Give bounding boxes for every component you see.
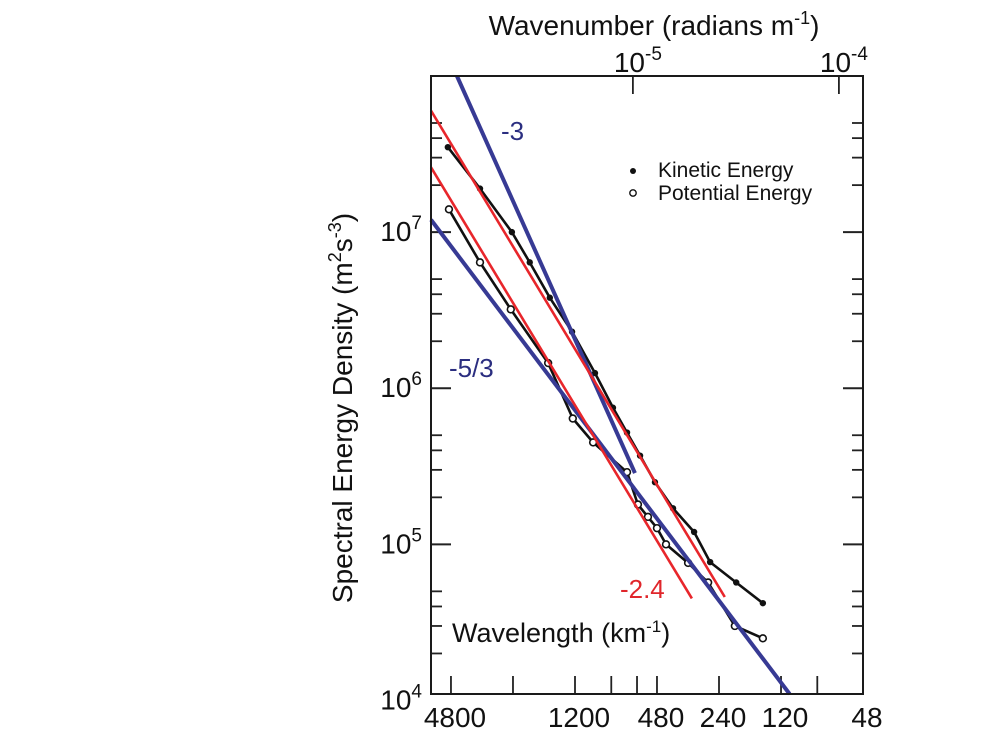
x-axis-title-sup: -1	[646, 617, 661, 636]
data-point-kinetic-energy	[444, 143, 452, 151]
top-tick-label: 10-4	[820, 44, 868, 78]
slope-annotation: -3	[501, 116, 524, 146]
data-point-kinetic-energy	[526, 259, 533, 266]
y-tick-label-base: 10	[380, 684, 411, 715]
x-axis-title-tail: )	[661, 618, 670, 648]
y-tick-label-base: 10	[380, 216, 411, 247]
top-tick-label-exp: -5	[645, 44, 662, 65]
y-tick-label-exp: 6	[411, 369, 422, 390]
axis-ticks	[431, 76, 863, 694]
y-axis-title-mid: s	[327, 238, 358, 252]
data-point-potential-energy	[506, 305, 515, 314]
data-point-kinetic-energy	[508, 228, 516, 236]
data-point-kinetic-energy	[706, 558, 714, 566]
y-tick-label: 107	[380, 213, 422, 247]
y-axis-title-text: Spectral Energy Density (m	[327, 262, 358, 603]
reference-lines	[429, 75, 792, 696]
x-tick-label: 4800	[424, 702, 486, 733]
x-tick-label: 1200	[548, 702, 610, 733]
y-axis-title-tail: )	[327, 213, 358, 222]
x-tick-label: 120	[762, 702, 809, 733]
top-axis-title-text: Wavenumber (radians m	[489, 10, 795, 41]
x-tick-label: 48	[851, 702, 882, 733]
data-point-potential-energy	[758, 634, 768, 643]
x-tick-label: 240	[700, 702, 747, 733]
x-axis-title-text: Wavelength (km	[452, 618, 646, 648]
legend-marker-potential-energy	[629, 189, 637, 197]
y-tick-label: 105	[380, 525, 422, 559]
y-axis-title-sup-2: -3	[325, 222, 345, 238]
data-point-potential-energy	[652, 523, 662, 533]
data-point-potential-energy	[661, 540, 671, 549]
reference-line-slope-minus-2-4-upper	[429, 109, 726, 598]
x-tick-label: 480	[638, 702, 685, 733]
y-tick-label-exp: 4	[411, 681, 422, 702]
top-tick-label-base: 10	[614, 47, 645, 78]
slope-annotation: -5/3	[449, 353, 494, 383]
legend-label-kinetic-energy: Kinetic Energy	[658, 159, 794, 182]
y-tick-label-base: 10	[380, 528, 411, 559]
y-tick-label-exp: 7	[411, 213, 422, 234]
data-point-potential-energy	[444, 205, 454, 214]
reference-line-slope-minus-3	[455, 75, 637, 474]
y-tick-label-base: 10	[380, 372, 411, 403]
slope-annotation: -2.4	[620, 574, 665, 604]
series-line-kinetic-energy	[446, 146, 764, 605]
reference-line-slope-minus-5-3	[429, 218, 792, 696]
plot-frame	[430, 75, 864, 695]
legend-label-potential-energy: Potential Energy	[658, 182, 813, 205]
reference-line-slope-minus-2-4-lower	[429, 166, 693, 600]
top-axis-title: Wavenumber (radians m-1)	[489, 8, 820, 41]
top-tick-label: 10-5	[614, 44, 662, 78]
data-point-potential-energy	[568, 414, 577, 423]
plot-frame-border	[430, 75, 864, 695]
top-axis-title-tail: )	[810, 10, 819, 41]
top-tick-label-base: 10	[820, 47, 851, 78]
y-tick-label: 106	[380, 369, 422, 403]
legend: Kinetic Energy Potential Energy	[629, 159, 813, 205]
data-point-kinetic-energy	[546, 294, 554, 301]
top-axis-title-sup: -1	[794, 8, 810, 28]
data-point-potential-energy	[643, 512, 653, 522]
data-point-kinetic-energy	[759, 599, 767, 607]
slope-annotations: -3 -5/3 -2.4	[449, 116, 665, 604]
data-point-kinetic-energy	[591, 369, 599, 377]
data-point-kinetic-energy	[690, 528, 698, 536]
y-axis-title: Spectral Energy Density (m2s-3)	[325, 213, 358, 603]
legend-marker-kinetic-energy	[630, 168, 636, 174]
y-tick-label: 104	[380, 681, 422, 715]
data-point-potential-energy	[475, 258, 485, 267]
top-tick-label-exp: -4	[851, 44, 868, 65]
y-axis-title-sup-1: 2	[325, 252, 345, 262]
y-tick-label-exp: 5	[411, 525, 422, 546]
x-axis-title: Wavelength (km-1)	[452, 617, 670, 648]
data-point-kinetic-energy	[733, 579, 740, 586]
